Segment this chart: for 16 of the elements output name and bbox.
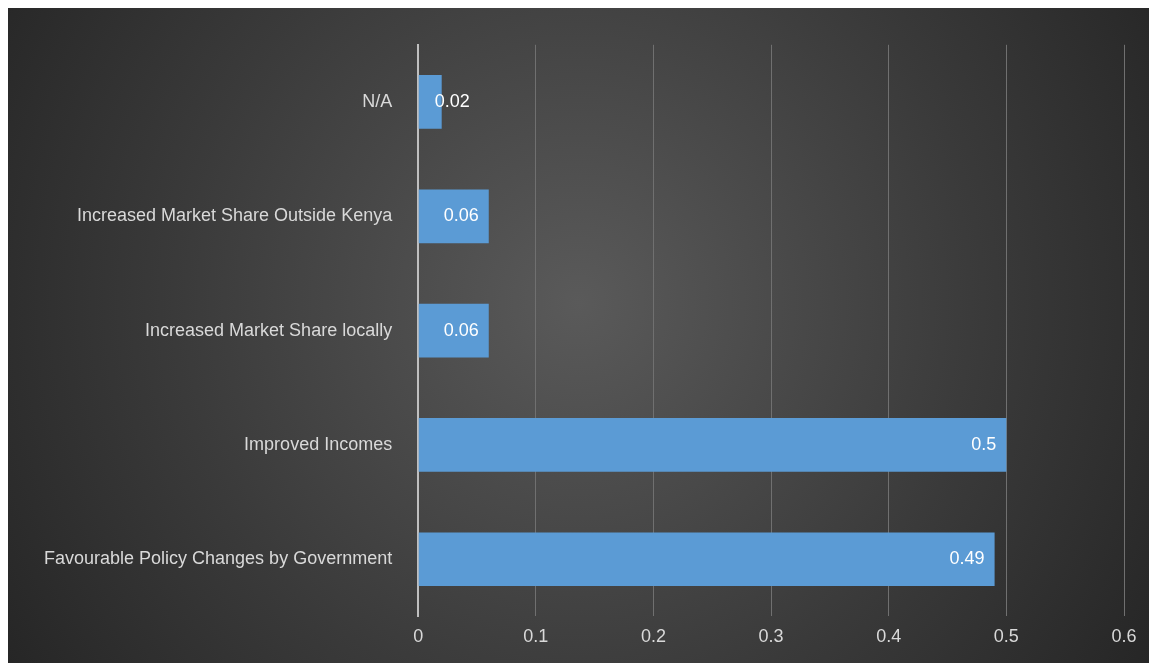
x-tick-label: 0.4: [876, 626, 902, 647]
x-tick-label: 0.1: [523, 626, 549, 647]
y-tick-label: Favourable Policy Changes by Government: [43, 548, 393, 569]
data-label: 0.06: [443, 319, 479, 340]
data-label: 0.49: [949, 548, 985, 569]
y-tick-label: Improved Incomes: [244, 433, 393, 454]
x-tick-label: 0: [413, 626, 424, 647]
x-tick-label: 0.2: [640, 626, 666, 647]
y-tick-label: Increased Market Share locally: [145, 319, 393, 340]
data-label: 0.06: [443, 205, 479, 226]
x-tick-label: 0.5: [993, 626, 1019, 647]
y-tick-label: Increased Market Share Outside Kenya: [77, 205, 394, 226]
data-label: 0.5: [971, 433, 997, 454]
x-tick-label: 0.6: [1111, 626, 1137, 647]
y-tick-label: N/A: [362, 90, 393, 111]
x-tick-label: 0.3: [758, 626, 784, 647]
